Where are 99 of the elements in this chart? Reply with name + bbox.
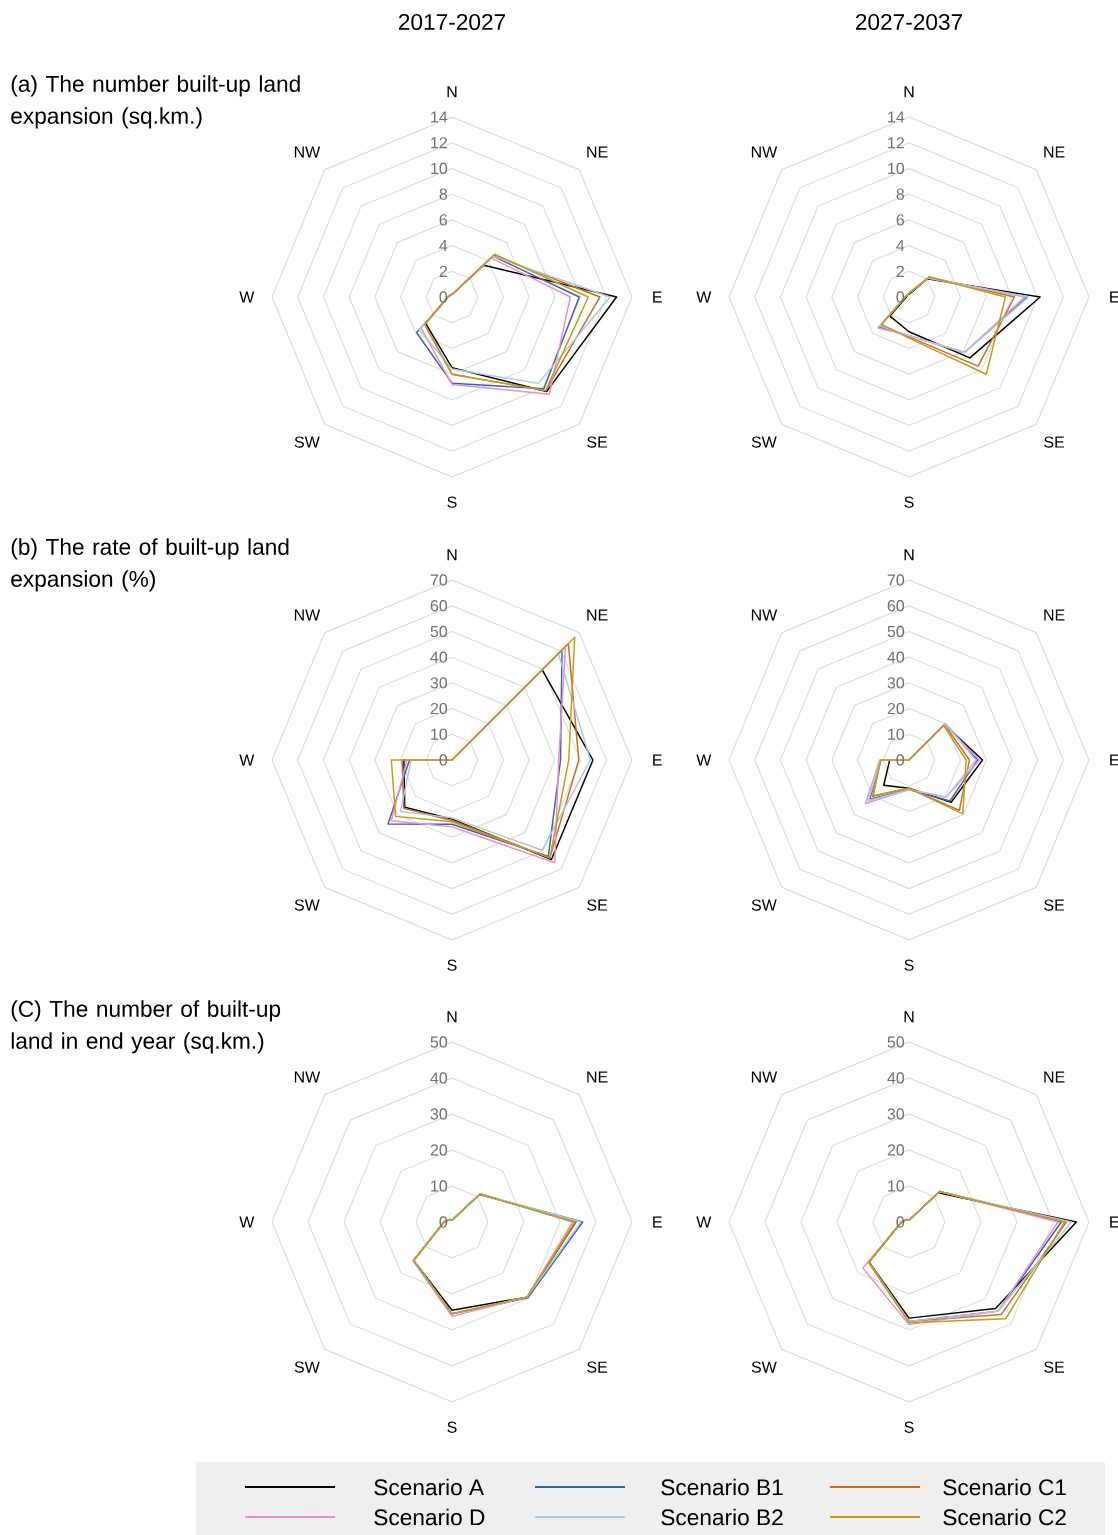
spoke-label: SW bbox=[294, 436, 320, 448]
y-tick-label: 2 bbox=[896, 265, 904, 277]
y-tick-label: 20 bbox=[887, 1144, 905, 1156]
spoke-label: SE bbox=[587, 436, 608, 448]
spoke-label: NE bbox=[1044, 609, 1065, 621]
text: (C) The number of built-up land in end year (sq.km.) bbox=[11, 1000, 281, 1054]
spoke-label: S bbox=[447, 959, 457, 971]
y-tick-label: 20 bbox=[430, 1144, 448, 1156]
spoke-label: SW bbox=[751, 899, 777, 911]
y-tick-label: 50 bbox=[430, 1036, 448, 1048]
spoke-label: SW bbox=[294, 899, 320, 911]
y-tick-label: 70 bbox=[887, 574, 905, 586]
y-tick-label: 0 bbox=[896, 291, 905, 303]
spoke-label: NE bbox=[587, 1071, 608, 1083]
y-tick-label: 14 bbox=[431, 111, 448, 123]
y-tick-label: 50 bbox=[430, 625, 448, 638]
spoke-label: W bbox=[696, 1216, 712, 1228]
spoke-label: W bbox=[696, 291, 712, 303]
spoke-label: S bbox=[904, 959, 914, 971]
y-tick-label: 8 bbox=[439, 188, 448, 200]
spoke-label: S bbox=[447, 496, 457, 508]
y-tick-label: 6 bbox=[896, 214, 905, 226]
spoke-label: SE bbox=[587, 1361, 608, 1373]
y-tick-label: 10 bbox=[431, 162, 448, 175]
legend-label: Scenario D bbox=[374, 1508, 485, 1526]
y-tick-label: 30 bbox=[887, 1108, 905, 1120]
spoke-label: E bbox=[653, 1216, 662, 1228]
y-tick-label: 0 bbox=[439, 291, 448, 303]
y-tick-label: 60 bbox=[887, 600, 905, 612]
y-tick-label: 30 bbox=[430, 1108, 448, 1120]
spoke-label: W bbox=[239, 1216, 255, 1228]
spoke-label: E bbox=[1110, 291, 1118, 303]
legend-label: Scenario B2 bbox=[661, 1508, 783, 1526]
y-tick-label: 30 bbox=[430, 677, 448, 689]
spoke-label: W bbox=[239, 291, 255, 303]
spoke-label: N bbox=[447, 86, 457, 98]
y-tick-label: 4 bbox=[439, 240, 448, 252]
y-tick-label: 20 bbox=[430, 702, 448, 715]
chart-title: 2027-2037 bbox=[855, 13, 963, 31]
spoke-label: N bbox=[904, 549, 914, 561]
spoke-label: NW bbox=[751, 146, 778, 158]
y-tick-label: 40 bbox=[887, 651, 905, 663]
spoke-label: SE bbox=[1044, 1361, 1065, 1373]
legend-label: Scenario A bbox=[374, 1478, 485, 1496]
y-tick-label: 30 bbox=[887, 677, 905, 689]
spoke-label: S bbox=[904, 1421, 914, 1433]
y-tick-label: 10 bbox=[888, 1180, 905, 1192]
y-tick-label: 4 bbox=[896, 240, 905, 252]
y-tick-label: 10 bbox=[888, 728, 905, 740]
spoke-label: SW bbox=[751, 1361, 777, 1373]
y-tick-label: 2 bbox=[439, 265, 447, 277]
y-tick-label: 70 bbox=[430, 574, 448, 586]
y-tick-label: 60 bbox=[430, 600, 448, 612]
y-tick-label: 50 bbox=[887, 625, 905, 638]
spoke-label: SW bbox=[751, 436, 777, 448]
spoke-label: SE bbox=[1044, 899, 1065, 911]
chart-title: 2017-2027 bbox=[398, 13, 506, 31]
y-tick-label: 40 bbox=[430, 651, 448, 663]
spoke-label: S bbox=[904, 496, 914, 508]
y-tick-label: 8 bbox=[896, 188, 905, 200]
spoke-label: W bbox=[239, 754, 255, 766]
spoke-label: S bbox=[447, 1421, 457, 1433]
y-tick-label: 10 bbox=[431, 728, 448, 740]
spoke-label: NE bbox=[587, 146, 608, 158]
spoke-label: N bbox=[447, 549, 457, 561]
spoke-label: W bbox=[696, 754, 712, 766]
spoke-label: N bbox=[447, 1011, 457, 1023]
spoke-label: NW bbox=[751, 609, 778, 621]
spoke-label: NE bbox=[587, 609, 608, 621]
spoke-label: E bbox=[1110, 754, 1118, 766]
spoke-label: E bbox=[653, 754, 662, 766]
text: (b) The rate of built-up land expansion (%) bbox=[11, 538, 289, 592]
spoke-label: NE bbox=[1044, 1071, 1065, 1083]
y-tick-label: 12 bbox=[431, 137, 447, 149]
spoke-label: SE bbox=[1044, 436, 1065, 448]
y-tick-label: 20 bbox=[887, 702, 905, 715]
spoke-label: NW bbox=[294, 609, 321, 621]
legend-label: Scenario C1 bbox=[943, 1478, 1066, 1496]
spoke-label: N bbox=[904, 1011, 914, 1023]
spoke-label: SW bbox=[294, 1361, 320, 1373]
spoke-label: NW bbox=[294, 1071, 321, 1083]
y-tick-label: 40 bbox=[430, 1072, 448, 1084]
y-tick-label: 10 bbox=[888, 162, 905, 175]
spoke-label: E bbox=[653, 291, 662, 303]
y-tick-label: 40 bbox=[887, 1072, 905, 1084]
text: (a) The number built-up land expansion (sq.km.) bbox=[11, 75, 300, 129]
y-tick-label: 50 bbox=[887, 1036, 905, 1048]
spoke-label: N bbox=[904, 86, 914, 98]
spoke-label: NE bbox=[1044, 146, 1065, 158]
y-tick-label: 6 bbox=[439, 214, 448, 226]
y-tick-label: 12 bbox=[888, 137, 904, 149]
spoke-label: SE bbox=[587, 899, 608, 911]
spoke-label: NW bbox=[751, 1071, 778, 1083]
legend-label: Scenario C2 bbox=[943, 1508, 1066, 1526]
spoke-label: NW bbox=[294, 146, 321, 158]
y-tick-label: 10 bbox=[431, 1180, 448, 1192]
legend-label: Scenario B1 bbox=[661, 1478, 783, 1496]
spoke-label: E bbox=[1110, 1216, 1118, 1228]
y-tick-label: 14 bbox=[888, 111, 905, 123]
